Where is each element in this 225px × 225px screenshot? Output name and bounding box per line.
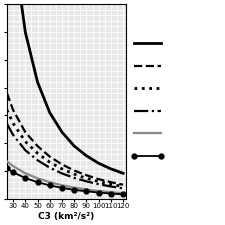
X-axis label: C3 (km²/s²): C3 (km²/s²) xyxy=(38,212,94,221)
